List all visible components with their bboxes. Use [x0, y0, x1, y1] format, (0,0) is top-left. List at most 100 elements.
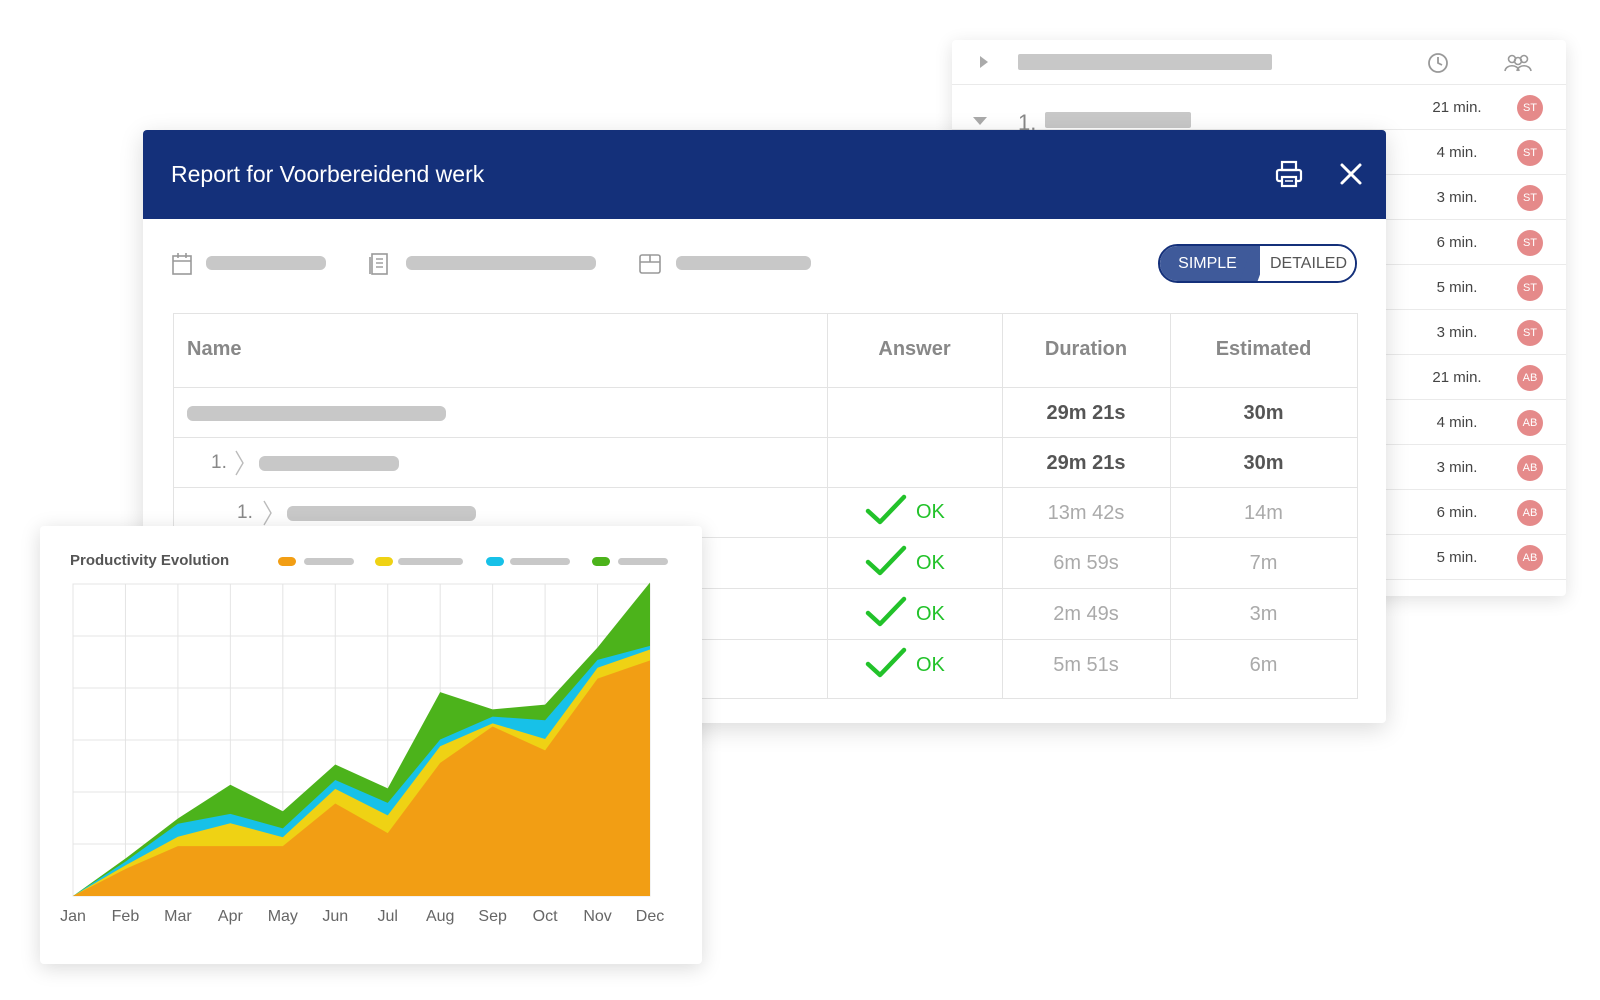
avatar: AB: [1517, 455, 1543, 481]
legend-swatch-green: [592, 557, 610, 566]
x-tick-label: Sep: [478, 908, 507, 925]
duration-value: 3 min.: [1436, 324, 1478, 341]
area-chart: Jan Feb Mar Apr May Jun Jul Aug Sep Oct Nov Dec: [60, 582, 664, 925]
x-tick-label: Jun: [322, 908, 348, 925]
close-button[interactable]: [1333, 156, 1369, 192]
checkmark-icon: [865, 545, 907, 576]
x-tick-label: Nov: [583, 908, 611, 925]
avatar: ST: [1517, 230, 1543, 256]
placeholder-bar: [1018, 54, 1272, 70]
back-panel-item-number: 1.: [1018, 110, 1037, 135]
answer-ok: OK: [864, 595, 974, 635]
avatar: ST: [1517, 320, 1543, 346]
duration-value: 3 min.: [1436, 189, 1478, 206]
answer-ok: OK: [864, 493, 974, 533]
answer-text: OK: [916, 552, 945, 574]
header-answer: Answer: [878, 338, 951, 360]
avatar: ST: [1517, 140, 1543, 166]
simple-toggle-option[interactable]: SIMPLE: [1160, 246, 1255, 281]
duration-value: 3 min.: [1436, 459, 1478, 476]
table-row[interactable]: OK 6m 59s 7m: [174, 538, 1357, 589]
x-tick-label: Dec: [636, 908, 664, 925]
estimated-cell: 7m: [1249, 552, 1278, 574]
checkmark-icon: [865, 596, 907, 627]
avatar: ST: [1517, 185, 1543, 211]
name-placeholder: [287, 506, 476, 521]
placeholder-bar: [1045, 112, 1191, 128]
table-row[interactable]: OK 2m 49s 3m: [174, 589, 1357, 640]
avatar: AB: [1517, 365, 1543, 391]
duration-cell: 13m 42s: [1047, 502, 1125, 524]
x-tick-label: Feb: [112, 908, 140, 925]
clock-icon: [1428, 53, 1448, 73]
checkmark-icon: [865, 647, 907, 678]
column-divider: [827, 314, 828, 698]
x-tick-label: Jan: [60, 908, 86, 925]
table-row[interactable]: 29m 21s 30m: [174, 388, 1357, 438]
answer-text: OK: [916, 501, 945, 523]
box-icon: [639, 254, 661, 274]
productivity-chart-card: Productivity Evolution Jan Feb Mar Apr May Ju…: [40, 526, 702, 964]
duration-cell: 29m 21s: [1046, 402, 1126, 424]
name-placeholder: [187, 406, 446, 421]
legend-swatch-orange: [278, 557, 296, 566]
duration-value: 4 min.: [1436, 414, 1478, 431]
detailed-toggle-option[interactable]: DETAILED: [1260, 246, 1355, 281]
table-row[interactable]: OK 5m 51s 6m: [174, 640, 1357, 698]
modal-header: Report for Voorbereidend werk: [143, 130, 1386, 219]
table-row[interactable]: 1. 29m 21s 30m: [174, 438, 1357, 488]
view-toggle: SIMPLE DETAILED: [1158, 244, 1357, 283]
modal-title: Report for Voorbereidend werk: [171, 161, 485, 187]
estimated-cell: 30m: [1243, 452, 1284, 474]
chevron-right-icon[interactable]: [262, 499, 274, 527]
report-table: Name Answer Duration Estimated 29m 21s 3…: [173, 313, 1358, 699]
location-placeholder: [676, 256, 811, 270]
chevron-right-icon[interactable]: [234, 449, 246, 477]
legend-label-placeholder: [398, 558, 463, 565]
expand-arrow-icon[interactable]: [978, 55, 990, 69]
duration-value: 6 min.: [1436, 234, 1478, 251]
x-tick-label: Aug: [426, 908, 454, 925]
x-tick-label: Mar: [164, 908, 192, 925]
x-tick-label: Apr: [218, 908, 244, 925]
x-tick-label: Oct: [533, 908, 558, 925]
area-series-1: [73, 660, 650, 896]
estimated-cell: 3m: [1249, 603, 1278, 625]
duration-value: 4 min.: [1436, 144, 1478, 161]
answer-text: OK: [916, 603, 945, 625]
calendar-icon: [172, 253, 192, 275]
duration-value: 5 min.: [1436, 549, 1478, 566]
legend-swatch-blue: [486, 557, 504, 566]
column-divider: [1002, 314, 1003, 698]
column-divider: [1170, 314, 1171, 698]
date-placeholder: [206, 256, 326, 270]
x-tick-label: May: [268, 908, 298, 925]
avatar: AB: [1517, 410, 1543, 436]
duration-value: 5 min.: [1436, 279, 1478, 296]
name-placeholder: [259, 456, 399, 471]
duration-cell: 6m 59s: [1053, 552, 1119, 574]
printer-icon: [1275, 160, 1303, 188]
x-tick-label: Jul: [378, 908, 398, 925]
chart-title: Productivity Evolution: [70, 552, 230, 569]
back-panel-header: [952, 40, 1566, 85]
legend-label-placeholder: [618, 558, 668, 565]
estimated-cell: 14m: [1244, 502, 1283, 524]
row-number: 1.: [237, 502, 253, 523]
book-placeholder: [406, 256, 596, 270]
checkmark-icon: [865, 494, 907, 525]
estimated-cell: 6m: [1249, 654, 1278, 676]
back-panel-row[interactable]: 21 min. ST: [952, 85, 1566, 130]
answer-ok: OK: [864, 544, 974, 584]
group-icon: [1504, 54, 1532, 72]
legend-label-placeholder: [304, 558, 354, 565]
duration-value: 6 min.: [1436, 504, 1478, 521]
header-name: Name: [187, 338, 242, 360]
book-icon: [369, 253, 388, 275]
avatar: ST: [1517, 275, 1543, 301]
collapse-arrow-icon[interactable]: [972, 115, 988, 127]
table-row[interactable]: 1. OK 13m 42s 14m: [174, 488, 1357, 538]
table-header-row: Name Answer Duration Estimated: [174, 314, 1357, 388]
avatar: AB: [1517, 545, 1543, 571]
print-button[interactable]: [1271, 156, 1307, 192]
